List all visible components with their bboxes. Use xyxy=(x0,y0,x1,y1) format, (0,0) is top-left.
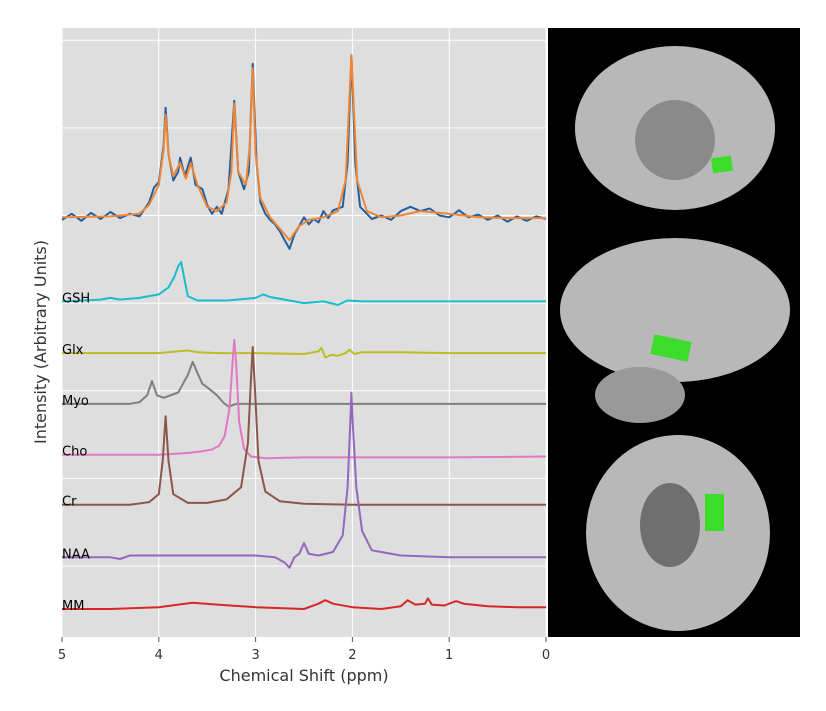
sagittal-voxel xyxy=(650,334,692,362)
series-label: Cho xyxy=(62,445,87,460)
x-tick-label: 2 xyxy=(348,648,356,663)
x-tick-label: 4 xyxy=(155,648,163,663)
series-label: NAA xyxy=(62,547,90,562)
axial-voxel xyxy=(705,494,724,531)
lines: GSH Glx Myo Cho Cr NAA MM xyxy=(61,54,547,614)
spectrum-line xyxy=(62,597,546,610)
x-axis: 5 4 3 2 1 0 xyxy=(58,637,550,663)
spectrum-line xyxy=(62,346,546,359)
x-tick-label: 3 xyxy=(251,648,259,663)
spectrum-line xyxy=(62,391,546,569)
coronal-voxel xyxy=(711,155,734,174)
brainstem xyxy=(640,483,700,567)
coronal-center xyxy=(635,100,715,180)
x-axis-label: Chemical Shift (ppm) xyxy=(219,666,388,685)
brain-images xyxy=(548,28,800,637)
cerebellum xyxy=(595,367,685,423)
series-label: GSH xyxy=(62,291,90,306)
spectrum-line xyxy=(61,54,546,242)
series-label: Glx xyxy=(62,343,84,358)
plot-area xyxy=(62,28,546,637)
x-tick-label: 0 xyxy=(542,648,550,663)
sagittal-slice xyxy=(560,238,790,382)
series-label: Myo xyxy=(62,394,89,409)
y-axis-label: Intensity (Arbitrary Units) xyxy=(31,240,50,444)
x-tick-label: 5 xyxy=(58,648,66,663)
series-label: MM xyxy=(62,599,84,614)
x-tick-label: 1 xyxy=(445,648,453,663)
series-label: Cr xyxy=(62,495,77,510)
grid xyxy=(61,28,547,637)
spectrum-line xyxy=(62,338,547,460)
spectrum-line xyxy=(61,261,546,306)
spectrum-line xyxy=(62,346,546,506)
